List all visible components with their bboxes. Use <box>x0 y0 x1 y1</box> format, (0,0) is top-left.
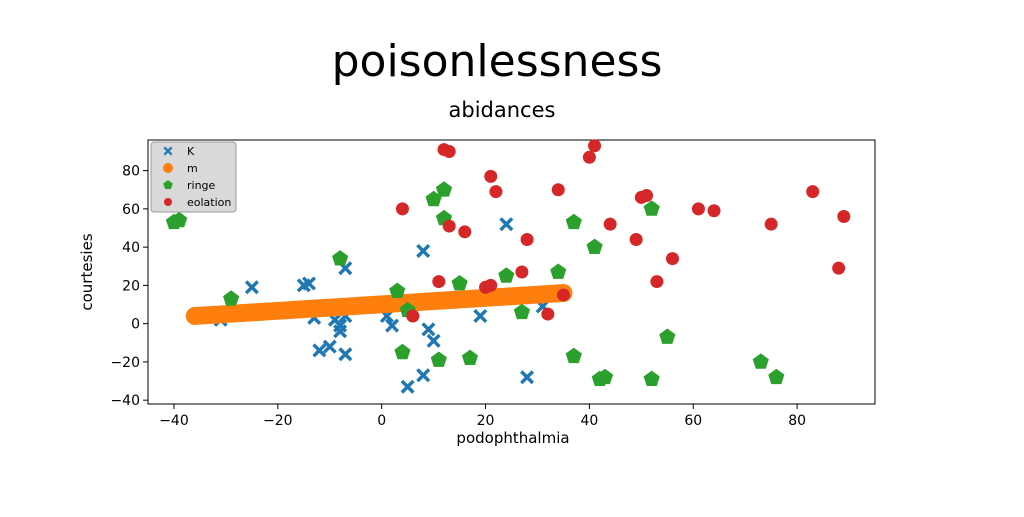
point-ringe <box>171 212 187 227</box>
point-ringe <box>223 290 239 305</box>
point-eolation <box>458 225 471 238</box>
point-eolation <box>521 233 534 246</box>
point-ringe <box>753 353 769 368</box>
data-marks <box>166 139 850 394</box>
point-k <box>520 370 534 384</box>
x-tick-label: 0 <box>377 413 386 429</box>
x-tick-label: 40 <box>580 413 598 429</box>
y-tick-label: −40 <box>110 393 140 409</box>
legend-marker-eolation <box>164 198 172 206</box>
point-eolation <box>806 185 819 198</box>
point-eolation <box>489 185 502 198</box>
legend-label-eolation: eolation <box>187 196 231 209</box>
point-ringe <box>436 181 452 196</box>
point-eolation <box>583 151 596 164</box>
point-k <box>427 334 441 348</box>
point-eolation <box>832 262 845 275</box>
x-tick-label: −40 <box>159 413 189 429</box>
point-ringe <box>644 200 660 215</box>
point-eolation <box>552 183 565 196</box>
legend-label-ringe: ringe <box>187 179 216 192</box>
x-tick-label: 20 <box>477 413 495 429</box>
point-ringe <box>498 267 514 282</box>
x-axis-label: podophthalmia <box>456 429 569 447</box>
point-ringe <box>389 283 405 298</box>
point-eolation <box>650 275 663 288</box>
legend: K m ringe eolation <box>151 142 236 212</box>
point-k <box>499 217 513 231</box>
point-eolation <box>541 308 554 321</box>
y-axis-label: courtesies <box>78 233 96 310</box>
point-eolation <box>396 202 409 215</box>
point-ringe <box>566 214 582 229</box>
point-ringe <box>659 329 675 344</box>
point-eolation <box>443 220 456 233</box>
x-tick-label: 80 <box>788 413 806 429</box>
point-eolation <box>630 233 643 246</box>
point-eolation <box>708 204 721 217</box>
x-tick-label: −20 <box>263 413 293 429</box>
point-ringe <box>566 348 582 363</box>
series-m <box>186 284 573 325</box>
point-eolation <box>515 266 528 279</box>
point-ringe <box>587 239 603 254</box>
x-tick-label: 60 <box>684 413 702 429</box>
point-ringe <box>394 344 410 359</box>
point-eolation <box>406 310 419 323</box>
point-ringe <box>452 275 468 290</box>
point-k <box>245 280 259 294</box>
point-ringe <box>514 304 530 319</box>
point-eolation <box>837 210 850 223</box>
point-ringe <box>332 250 348 265</box>
legend-label-m: m <box>187 162 198 175</box>
series-ringe <box>166 181 785 386</box>
point-ringe <box>644 371 660 386</box>
y-tick-label: 60 <box>122 202 140 218</box>
point-k <box>416 244 430 258</box>
point-ringe <box>462 350 478 365</box>
point-eolation <box>432 275 445 288</box>
point-eolation <box>588 139 601 152</box>
point-eolation <box>692 202 705 215</box>
legend-marker-m <box>163 163 173 173</box>
point-ringe <box>768 369 784 384</box>
chart-subtitle: abidances <box>449 98 556 122</box>
point-eolation <box>640 189 653 202</box>
point-eolation <box>557 288 570 301</box>
point-k <box>401 380 415 394</box>
point-eolation <box>484 170 497 183</box>
point-k <box>416 368 430 382</box>
y-tick-label: −20 <box>110 355 140 371</box>
y-tick-label: 20 <box>122 278 140 294</box>
point-eolation <box>484 279 497 292</box>
chart-title: poisonlessness <box>332 36 663 87</box>
point-ringe <box>550 264 566 279</box>
point-k <box>421 322 435 336</box>
point-k <box>338 347 352 361</box>
point-k <box>473 309 487 323</box>
point-eolation <box>765 218 778 231</box>
point-ringe <box>431 352 447 367</box>
point-eolation <box>443 145 456 158</box>
y-tick-label: 0 <box>131 317 140 333</box>
point-eolation <box>666 252 679 265</box>
point-eolation <box>604 218 617 231</box>
y-tick-label: 40 <box>122 240 140 256</box>
y-tick-label: 80 <box>122 164 140 180</box>
legend-label-k: K <box>187 145 195 158</box>
